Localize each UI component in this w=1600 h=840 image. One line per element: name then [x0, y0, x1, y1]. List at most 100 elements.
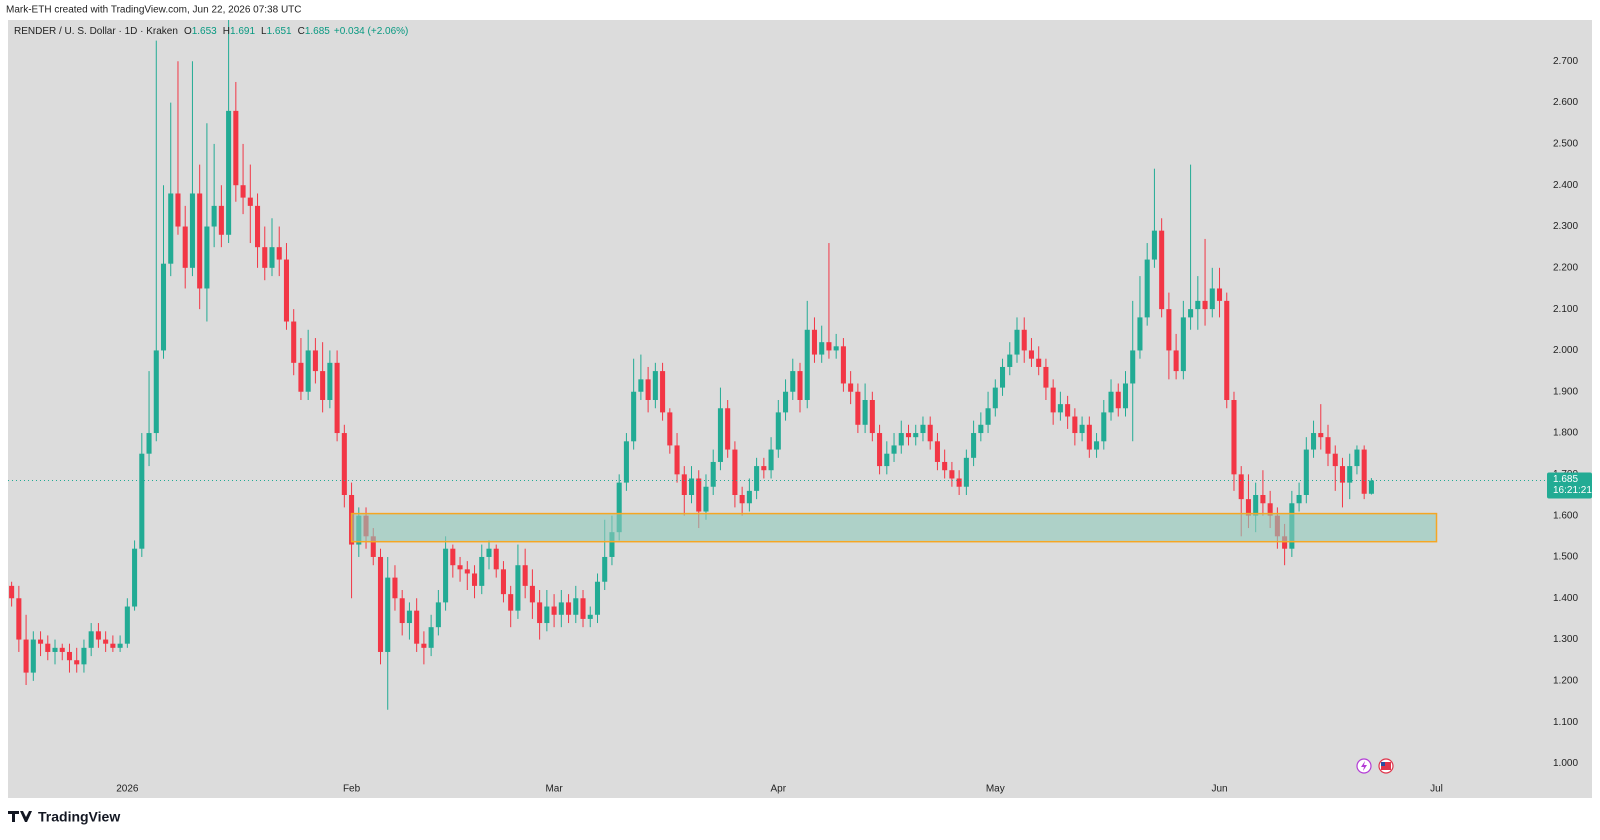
candle-body	[1086, 424, 1092, 450]
brand-name: TradingView	[38, 809, 120, 825]
candle-body	[1028, 350, 1034, 359]
candle-body	[775, 412, 781, 450]
candle-body	[327, 362, 333, 400]
candle-body	[1137, 317, 1143, 351]
ohlc-value: 1.653	[192, 26, 217, 37]
candle-body	[45, 643, 51, 652]
candle-body	[652, 371, 658, 400]
candle-body	[226, 110, 232, 235]
ohlc-label: H	[223, 26, 230, 37]
candle-body	[905, 433, 912, 438]
y-tick-label: 1.600	[1553, 510, 1578, 521]
candle-body	[262, 247, 268, 268]
candle-body	[1166, 309, 1172, 351]
candle-body	[819, 342, 825, 355]
candle-body	[688, 478, 695, 495]
candle-body	[1368, 480, 1374, 494]
candle-body	[464, 569, 470, 574]
candle-body	[1043, 366, 1049, 388]
candle-body	[508, 594, 514, 611]
candle-body	[457, 565, 463, 570]
candle-body	[341, 433, 347, 495]
candle-body	[399, 598, 405, 624]
x-tick-label: May	[986, 784, 1005, 795]
candle-body	[291, 321, 297, 363]
candle-body	[848, 383, 854, 392]
candle-body	[1195, 300, 1201, 310]
candle-body	[1021, 329, 1027, 351]
candle-body	[602, 556, 608, 582]
candle-body	[1159, 230, 1165, 310]
x-tick-label: Mar	[545, 784, 563, 795]
candle-body	[934, 441, 940, 462]
candle-body	[1115, 391, 1121, 409]
candle-body	[963, 457, 969, 487]
candle-body	[761, 466, 767, 471]
candle-body	[168, 193, 174, 264]
y-tick-label: 2.000	[1553, 345, 1578, 356]
x-tick-label: Apr	[771, 784, 787, 795]
candle-body	[1260, 495, 1266, 504]
candle-body	[218, 205, 224, 235]
ohlc-value: 1.691	[230, 26, 255, 37]
candle-body	[117, 643, 123, 648]
candle-body	[580, 598, 586, 619]
candle-body	[204, 226, 210, 289]
x-tick-label: 2026	[116, 784, 139, 795]
candle-body	[1007, 354, 1013, 367]
candle-body	[754, 466, 760, 491]
candle-body	[9, 585, 15, 599]
y-tick-label: 1.500	[1553, 552, 1578, 563]
price-tag-value: 1.685	[1553, 474, 1578, 485]
candle-body	[414, 610, 420, 644]
candle-body	[95, 631, 101, 640]
y-tick-label: 1.800	[1553, 428, 1578, 439]
candle-body	[638, 379, 644, 392]
candle-body	[1151, 230, 1157, 260]
y-tick-label: 2.100	[1553, 304, 1578, 315]
candle-body	[38, 639, 44, 644]
candle-body	[16, 598, 22, 640]
candle-body	[139, 453, 145, 549]
candle-body	[696, 478, 702, 512]
candle-body	[942, 461, 948, 471]
candle-body	[334, 362, 340, 434]
candle-body	[1238, 474, 1244, 500]
candle-body	[522, 565, 528, 586]
candle-body	[949, 470, 955, 479]
candle-body	[551, 606, 557, 615]
candle-body	[1224, 300, 1230, 400]
candle-body	[479, 556, 485, 586]
candle-body	[855, 391, 861, 425]
candle-body	[725, 408, 731, 450]
candle-body	[804, 329, 810, 400]
candle-body	[985, 408, 991, 425]
candle-body	[971, 433, 977, 458]
x-tick-label: Jun	[1211, 784, 1227, 795]
candle-body	[283, 259, 289, 322]
price-tag	[1547, 472, 1592, 499]
candle-body	[1144, 259, 1150, 318]
candle-body	[891, 445, 897, 454]
candle-body	[1311, 433, 1317, 450]
candle-body	[1065, 404, 1071, 417]
candle-body	[732, 449, 738, 495]
candle-body	[160, 263, 167, 351]
candle-body	[132, 548, 138, 607]
candle-body	[1209, 288, 1215, 310]
candle-body	[1325, 437, 1331, 454]
candle-body	[1354, 449, 1360, 467]
candle-body	[1253, 495, 1259, 516]
credit-line: Mark-ETH created with TradingView.com, J…	[6, 5, 302, 16]
candle-body	[1079, 424, 1085, 434]
candle-body	[385, 577, 391, 652]
candle-body	[428, 627, 434, 648]
brand-logo[interactable]: TradingView	[8, 809, 120, 825]
candle-body	[1245, 499, 1251, 516]
x-tick-label: Feb	[343, 784, 361, 795]
candle-body	[1318, 433, 1324, 438]
candle-body	[269, 247, 275, 268]
candle-body	[790, 371, 796, 392]
candle-body	[88, 631, 94, 648]
